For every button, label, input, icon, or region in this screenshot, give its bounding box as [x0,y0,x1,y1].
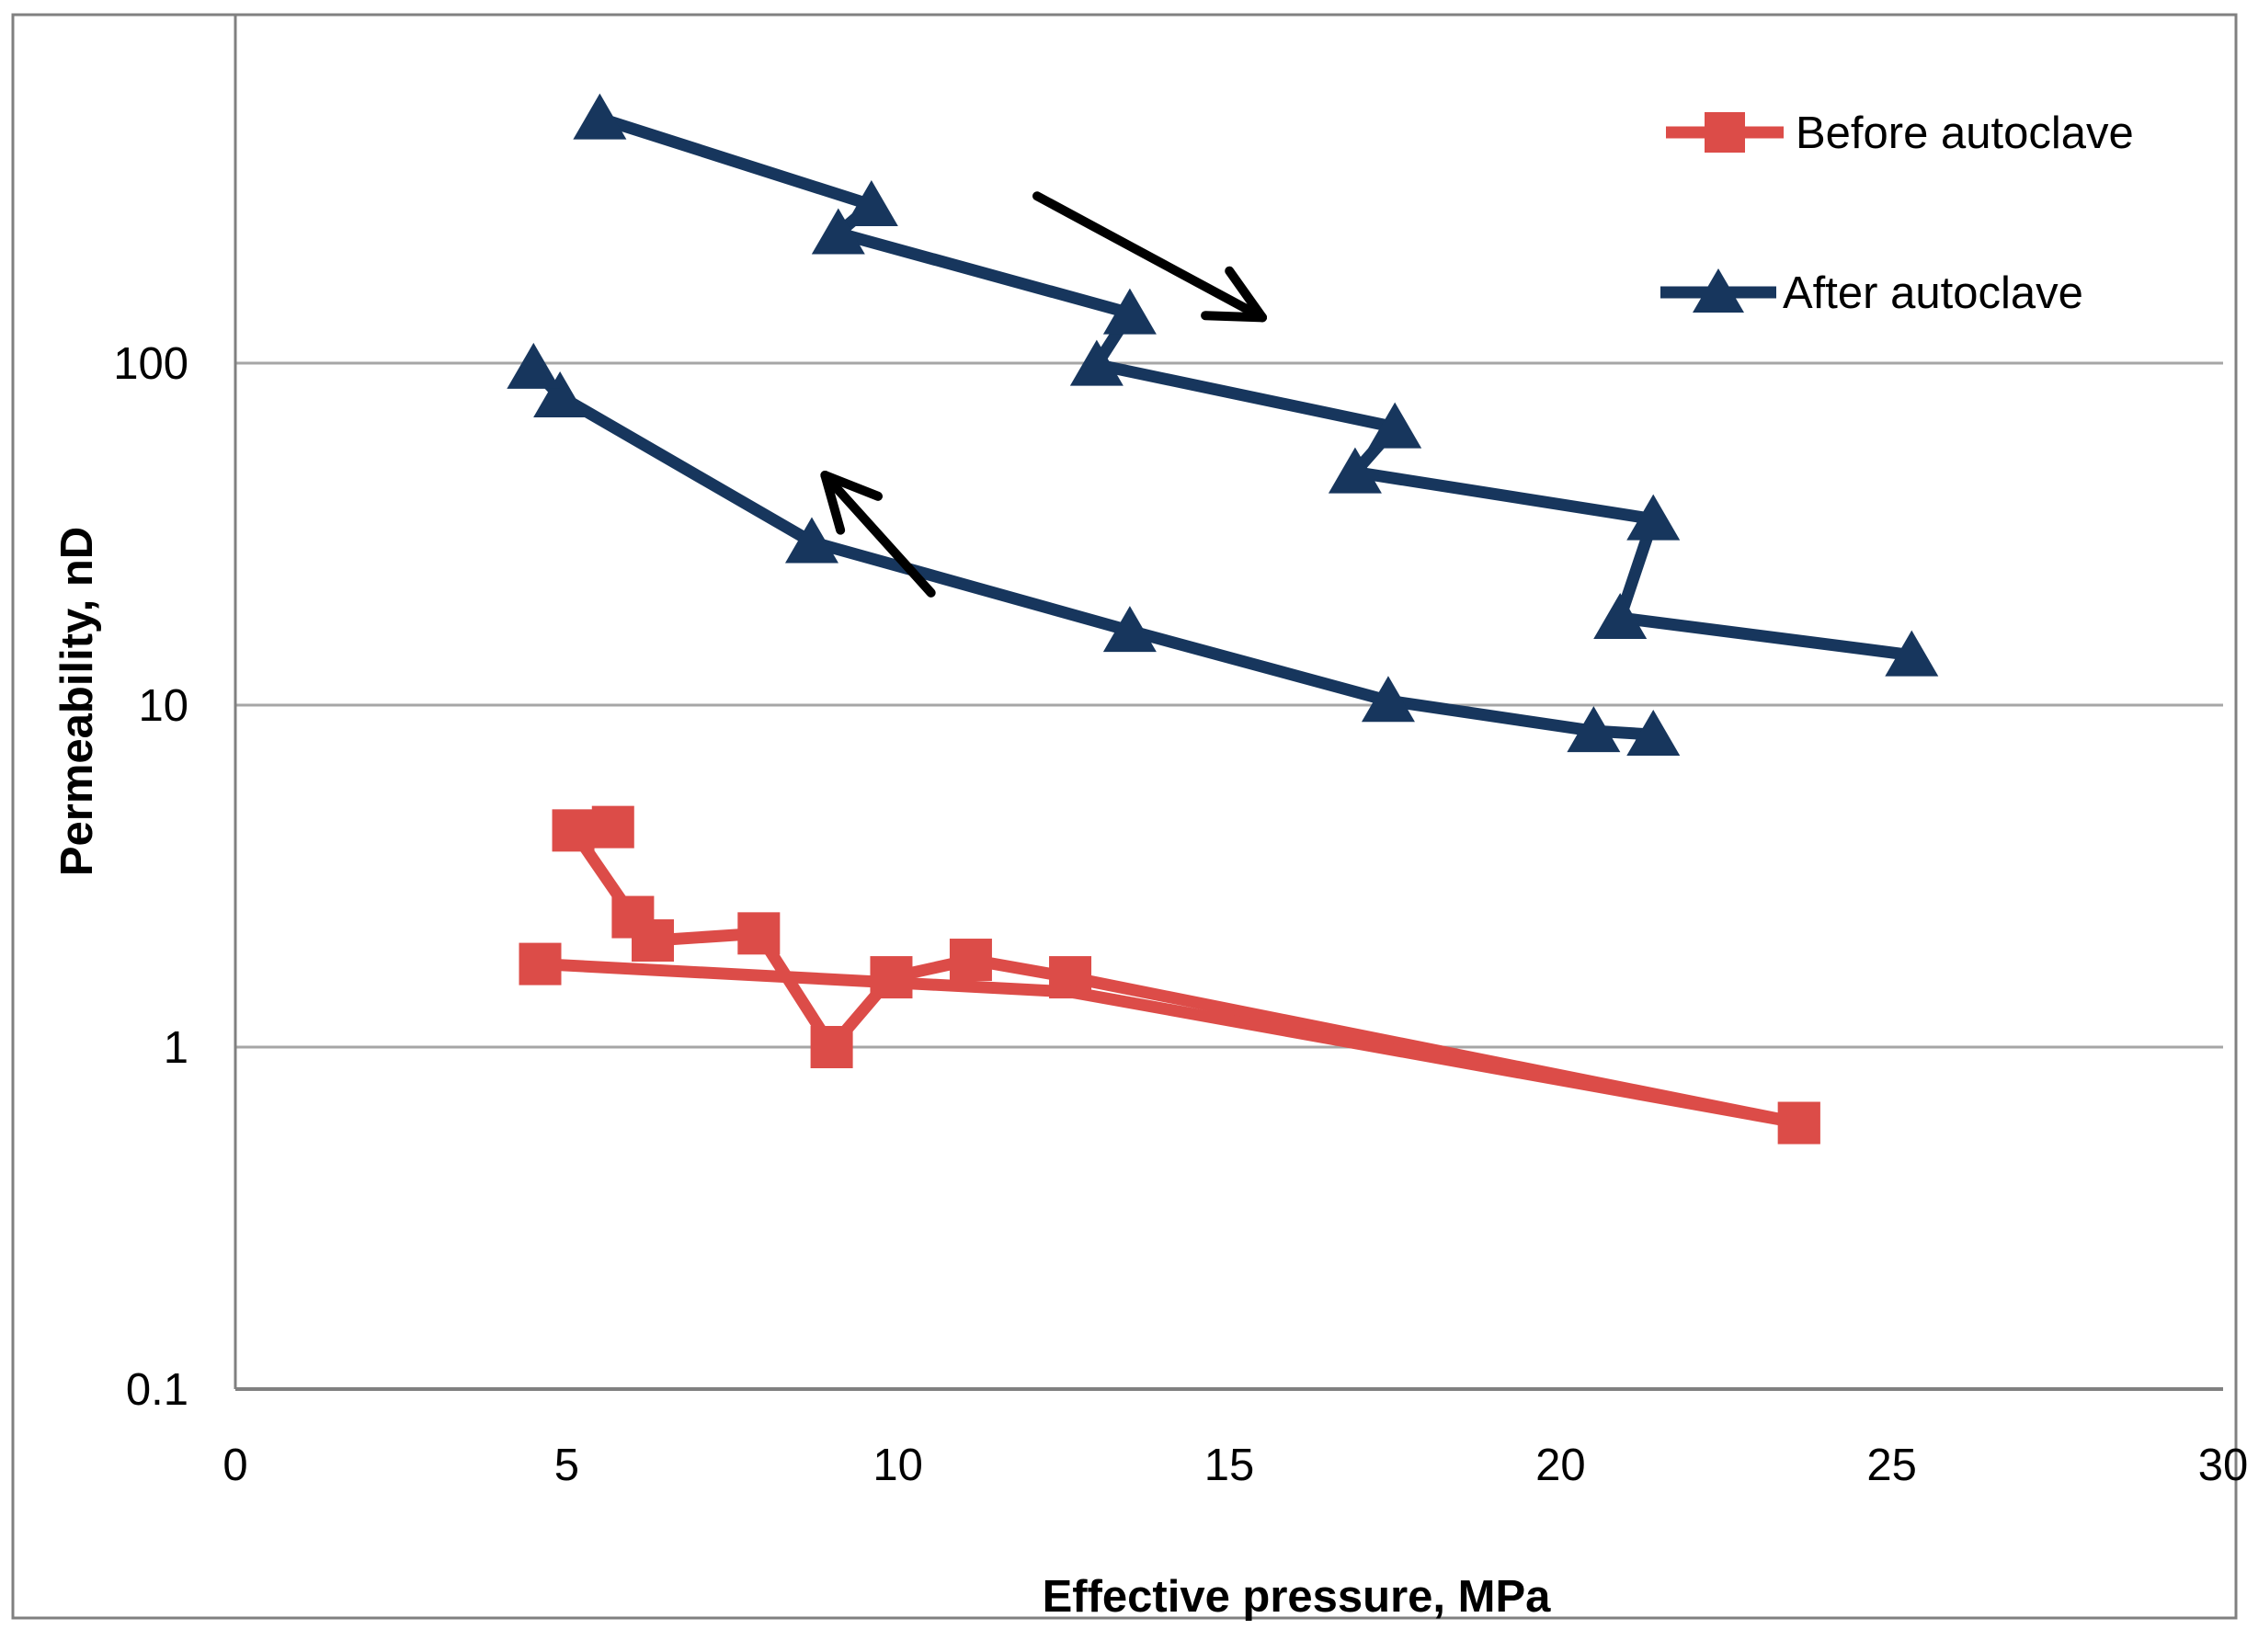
square-marker-unloading-0 [1777,1101,1820,1145]
arrowhead-barb-1 [1201,311,1268,323]
legend-square-marker-icon [1705,112,1745,153]
triangle-marker-loading-0 [573,93,627,140]
y-tick-0.1: 0.1 [126,1365,188,1415]
x-tick-25: 25 [1866,1441,1917,1490]
square-marker-loading-1 [552,809,595,852]
x-axis-title: Effective pressure, MPa [1043,1572,1552,1622]
triangle-marker-loading-9 [1885,630,1939,677]
legend: Before autoclave After autoclave [1660,108,2134,318]
series-before-autoclave [519,805,1820,1145]
y-tick-1: 1 [164,1023,188,1073]
triangle-marker-unloading-1 [1567,706,1621,753]
y-tick-10: 10 [138,681,188,731]
legend-label-after: After autoclave [1783,268,2083,318]
triangle-marker-loading-5 [1368,402,1422,449]
triangle-marker-loading-2 [811,208,865,255]
square-marker-loading-4 [737,912,781,955]
x-tick-20: 20 [1535,1441,1586,1490]
triangle-marker-unloading-3 [1102,606,1157,653]
square-marker-loading-5 [810,1026,853,1068]
legend-triangle-marker-icon [1693,268,1744,313]
triangle-marker-loading-8 [1593,593,1648,640]
loading-direction-arrow [1032,191,1268,323]
triangle-marker-loading-7 [1626,494,1681,541]
square-marker-loading-0 [591,805,634,849]
triangle-marker-unloading-2 [1361,676,1415,723]
triangle-marker-loading-1 [844,179,898,226]
y-axis-title: Permeability, nD [52,527,102,876]
arrowhead-barb-0 [1225,266,1268,323]
x-tick-labels: 0 5 10 15 20 25 30 [222,1441,2247,1490]
square-marker-unloading-2 [519,942,562,986]
arrowhead-barb-1 [820,470,884,501]
triangle-marker-unloading-5 [533,371,587,418]
after-loading-line [598,112,1913,662]
gridlines [235,361,2223,1049]
triangle-marker-unloading-6 [507,342,561,389]
x-tick-0: 0 [222,1441,247,1490]
after-unloading-line [529,363,1654,741]
triangle-marker-unloading-4 [784,517,838,564]
x-tick-5: 5 [554,1441,579,1490]
legend-label-before: Before autoclave [1796,108,2134,158]
x-tick-15: 15 [1204,1441,1255,1490]
axis-lines [234,15,2223,1391]
unloading-direction-arrow [820,470,936,598]
triangle-marker-loading-4 [1069,339,1124,386]
y-tick-labels: 100 10 1 0.1 [113,339,188,1415]
square-marker-loading-3 [632,919,675,963]
x-tick-30: 30 [2198,1441,2247,1490]
x-tick-10: 10 [873,1441,923,1490]
triangle-marker-loading-6 [1328,447,1382,494]
direction-arrows [820,191,1268,598]
y-tick-100: 100 [113,339,188,389]
data-series [507,93,1939,1145]
triangle-marker-loading-3 [1102,288,1157,335]
before-loading-line [562,821,1801,1129]
before-unloading-line [540,958,1800,1129]
series-after-autoclave [507,93,1939,757]
square-marker-loading-7 [949,939,992,982]
figure-border [11,13,2238,1620]
arrowhead-barb-0 [820,470,846,535]
triangle-marker-unloading-0 [1626,710,1681,757]
